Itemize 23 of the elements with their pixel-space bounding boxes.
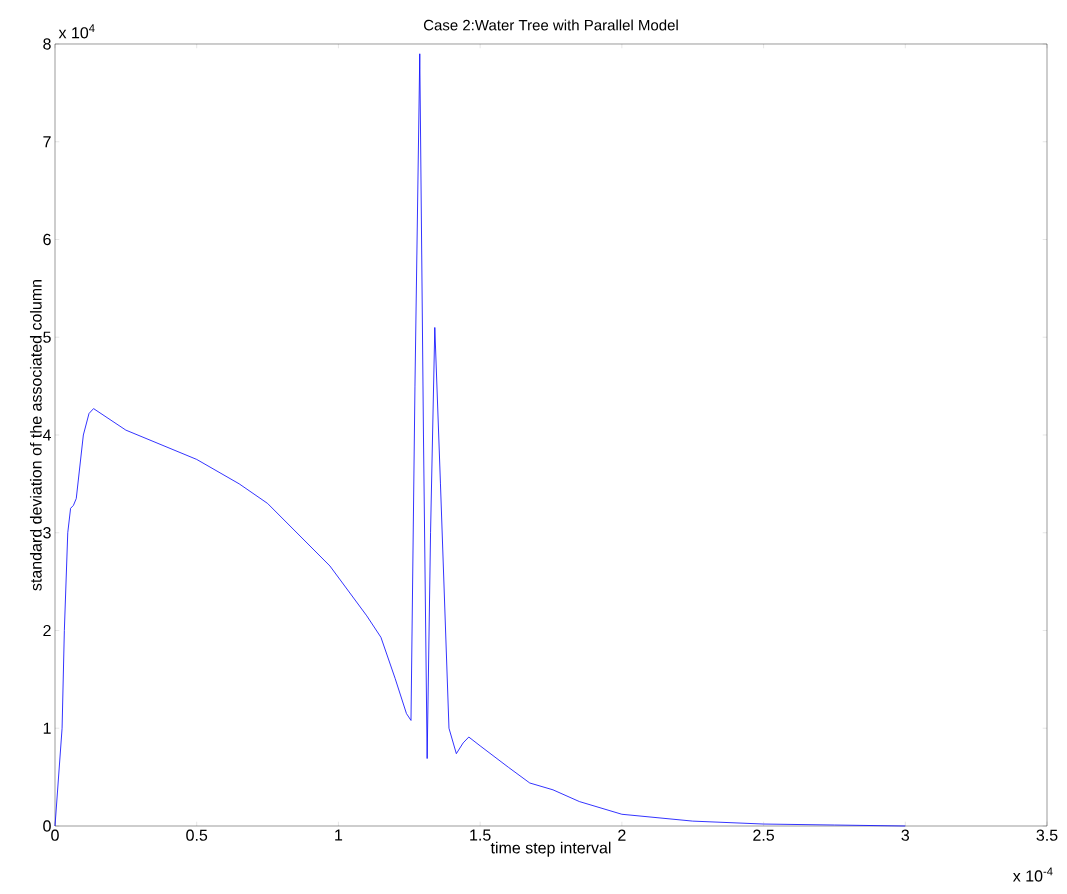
y-axis-title: standard deviation of the associated column — [29, 279, 42, 591]
y-tick-label: 1 — [43, 722, 51, 734]
y-tick-label: 0 — [43, 820, 51, 832]
y-tick-label: 5 — [43, 331, 51, 343]
y-tick-label: 2 — [43, 624, 51, 637]
y-tick-label: 4 — [42, 429, 51, 441]
x-tick-label: 3.5 — [1036, 829, 1058, 841]
x-tick-label: 2 — [618, 829, 626, 841]
x-tick-label: 2.5 — [753, 829, 775, 841]
x-tick-label: 1 — [335, 829, 343, 841]
y-tick-label: 6 — [43, 233, 51, 246]
line-series — [54, 53, 906, 827]
x-axis-title: time step interval — [490, 841, 611, 857]
y-tick-label: 8 — [43, 38, 51, 50]
x-tick-label: 0.5 — [186, 829, 208, 841]
y-tick-label: 3 — [43, 527, 51, 539]
x-tick-label: 3 — [901, 829, 910, 841]
x-tick-label: 1.5 — [470, 829, 491, 841]
y-tick-label: 7 — [43, 136, 51, 148]
x-tick-label: 0 — [51, 829, 59, 841]
text: x 10$^{-4}$ — [1012, 867, 1053, 882]
text: x 10$^{4}$ — [58, 24, 95, 39]
chart-title: Case 2:Water Tree with Parallel Model — [423, 19, 678, 31]
